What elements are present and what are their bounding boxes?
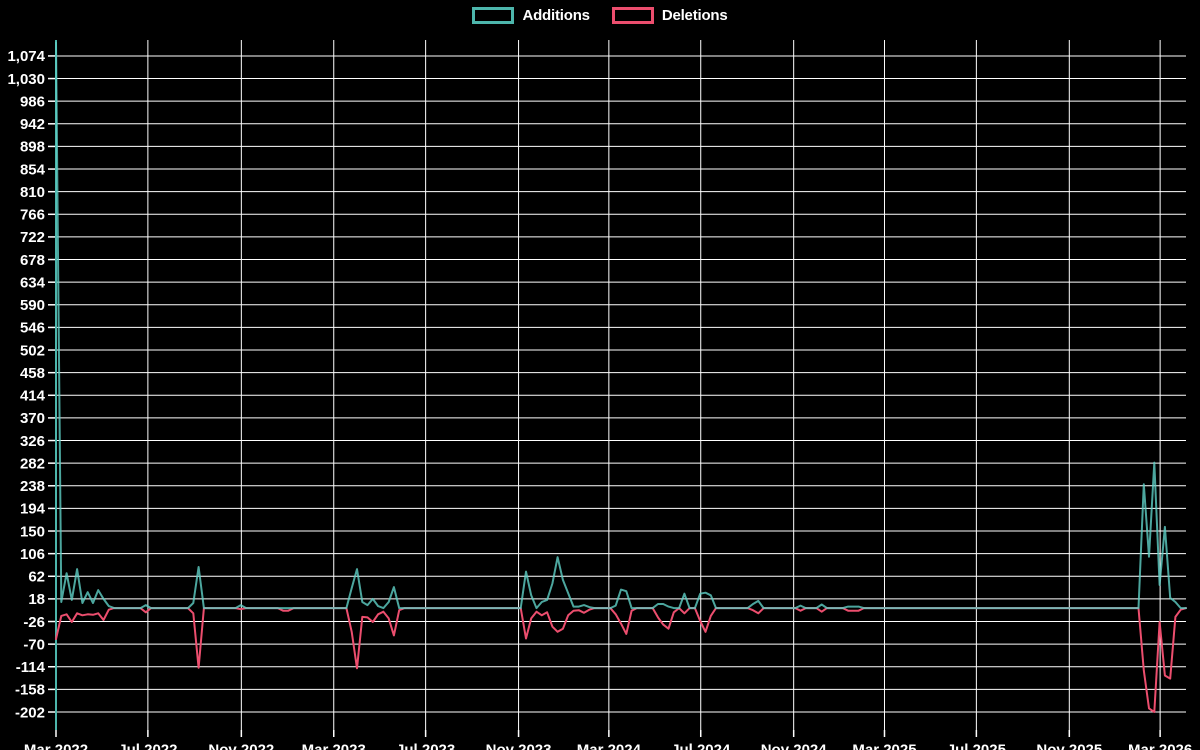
y-tick-label: 722 [20,229,45,246]
y-tick-label: 326 [20,433,45,450]
x-tick-label: Jul 2025 [947,741,1006,750]
y-tick-label: -158 [15,682,45,699]
x-tick-label: Mar 2023 [302,741,366,750]
legend-item-deletions[interactable]: Deletions [611,7,728,24]
x-tick-label: Mar 2022 [24,741,88,750]
x-tick-label: Nov 2024 [761,741,828,750]
y-tick-label: 370 [20,410,45,427]
y-tick-label: 18 [28,591,45,608]
deletions-line [55,607,1187,713]
x-tick-label: Mar 2024 [577,741,642,750]
y-tick-label: 678 [20,252,45,269]
y-axis: 1,074 1,030 986 942 898 854 810 766 722 678 634 590… [7,48,1186,721]
y-tick-label: 106 [20,546,45,563]
x-tick-label: Mar 2025 [852,741,916,750]
x-tick-label: Jul 2024 [671,741,731,750]
y-tick-label: 1,030 [7,71,45,88]
y-tick-label: 590 [20,297,45,314]
y-tick-label: 502 [20,342,45,359]
y-tick-label: 810 [20,184,45,201]
y-tick-label: 238 [20,478,45,495]
x-tick-label: Nov 2022 [208,741,274,750]
y-tick-label: 62 [28,569,45,586]
y-tick-label: 854 [20,161,46,178]
deletions-legend-label: Deletions [661,7,728,24]
x-tick-label: Nov 2025 [1036,741,1102,750]
x-tick-label: Mar 2026 [1128,741,1192,750]
x-tick-label: Jul 2023 [396,741,455,750]
additions-legend-label: Additions [522,7,590,24]
y-tick-label: 458 [20,365,45,382]
y-tick-label: 1,074 [7,48,45,65]
deletions-swatch-icon [611,7,654,24]
y-tick-label: 986 [20,93,45,110]
x-tick-label: Jul 2022 [118,741,177,750]
y-tick-label: -26 [23,614,45,631]
y-tick-label: -114 [16,659,46,676]
additions-swatch-icon [472,7,515,24]
additions-line [55,41,1187,610]
y-tick-label: 546 [20,320,45,337]
y-tick-label: 150 [20,523,45,540]
legend-item-additions[interactable]: Additions [472,7,590,24]
x-tick-label: Nov 2023 [486,741,552,750]
y-tick-label: -202 [15,704,45,721]
y-tick-label: 194 [20,501,46,518]
y-tick-label: 898 [20,139,45,156]
y-tick-label: -70 [23,636,45,653]
y-tick-label: 942 [20,116,45,133]
chart-legend: Additions Deletions [0,7,1200,24]
y-tick-label: 766 [20,207,45,224]
y-tick-label: 414 [20,388,46,405]
y-tick-label: 282 [20,455,45,472]
y-tick-label: 634 [20,274,46,291]
